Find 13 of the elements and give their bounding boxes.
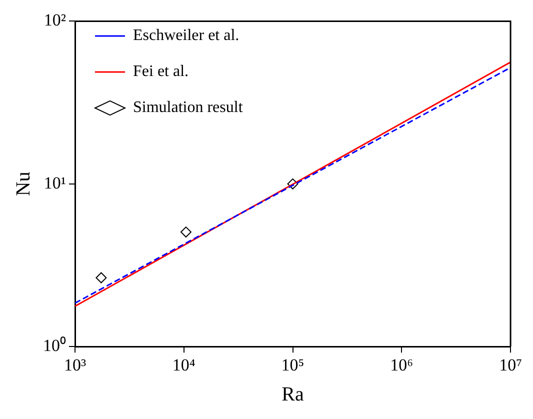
x-tick-label: 10⁴	[172, 355, 196, 374]
legend-label: Simulation result	[133, 99, 244, 116]
x-tick-label: 10⁶	[390, 355, 414, 374]
y-tick-label: 10²	[44, 10, 66, 30]
y-tick-label: 10¹	[44, 173, 66, 192]
x-tick-label: 10⁵	[281, 355, 304, 374]
x-tick-label: 10³	[64, 355, 86, 374]
legend-label: Eschweiler et al.	[133, 27, 240, 44]
x-axis-title: Ra	[282, 383, 304, 406]
y-tick-label: 10⁰	[43, 336, 66, 356]
x-tick-label: 10⁷	[499, 355, 522, 374]
legend-label: Fei et al.	[133, 63, 189, 80]
y-axis-title: Nu	[12, 172, 34, 196]
